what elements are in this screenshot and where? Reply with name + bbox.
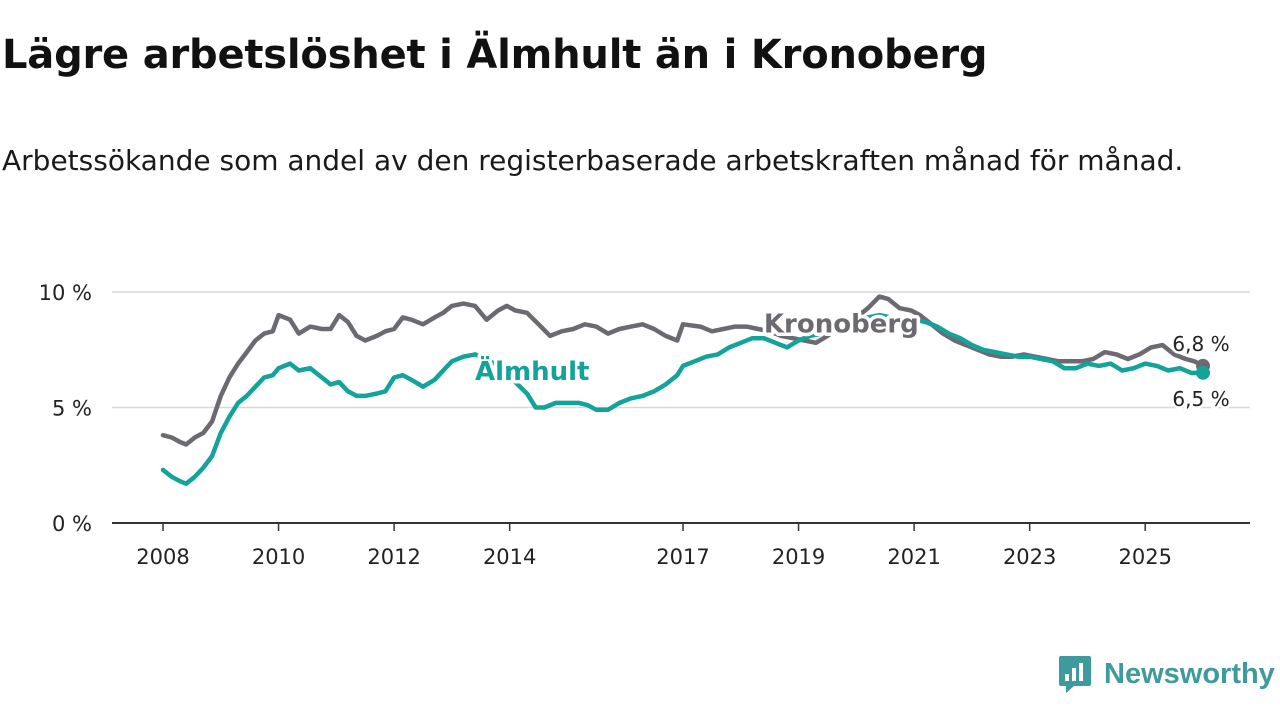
series-lines	[160, 294, 1210, 486]
brand: Newsworthy	[1058, 654, 1275, 694]
chart-title: Lägre arbetslöshet i Älmhult än i Kronob…	[2, 32, 988, 78]
x-tick-label: 2025	[1118, 545, 1171, 569]
series-label-almhult: Älmhult	[475, 355, 590, 387]
x-tick-label: 2019	[772, 545, 825, 569]
chart-subtitle: Arbetssökande som andel av den registerb…	[2, 144, 1184, 177]
y-tick-label: 5 %	[52, 397, 92, 421]
x-tick-label: 2021	[887, 545, 940, 569]
x-tick-label: 2010	[252, 545, 305, 569]
x-tick-label: 2012	[367, 545, 420, 569]
x-tick-label: 2017	[656, 545, 709, 569]
axes: 0 % 5 % 10 % 2008 2010 2012 2014 2017 2019 2021 20…	[39, 281, 1250, 569]
end-label-almhult: 6,5 %	[1172, 387, 1229, 411]
x-tick-label: 2008	[136, 545, 189, 569]
newsworthy-logo-icon	[1059, 656, 1091, 693]
y-tick-label: 10 %	[39, 281, 92, 305]
y-tick-label: 0 %	[52, 512, 92, 536]
brand-name: Newsworthy	[1104, 657, 1275, 690]
series-label-kronoberg: Kronoberg	[764, 309, 919, 339]
series-line-almhult	[160, 312, 1206, 486]
gridlines	[112, 291, 1250, 409]
x-tick-label: 2014	[483, 545, 536, 569]
series-labels: Kronoberg Älmhult 6,8 % 6,5 %	[472, 306, 1233, 413]
end-label-kronoberg: 6,8 %	[1172, 332, 1229, 356]
end-point-almhult	[1196, 365, 1210, 380]
x-tick-label: 2023	[1003, 545, 1056, 569]
series-line-kronoberg	[160, 294, 1206, 447]
